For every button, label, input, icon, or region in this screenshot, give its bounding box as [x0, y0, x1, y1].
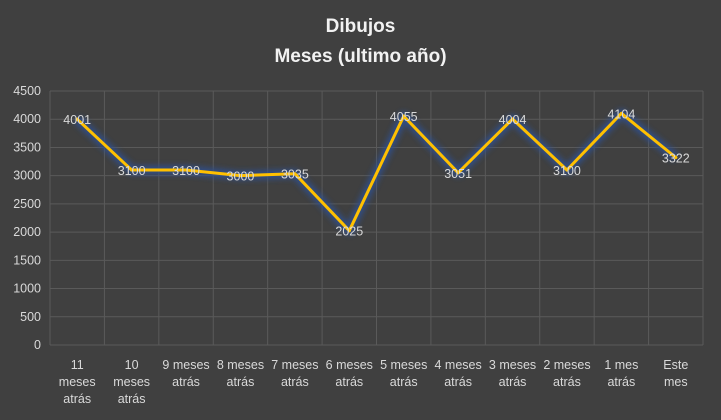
data-point: [238, 174, 242, 178]
x-axis: 11 meses atrás 10 meses atrás 9 meses atrás 8 me…: [59, 358, 689, 406]
x-tick-label: 5 meses atrás: [380, 358, 427, 389]
data-label: 3051: [444, 167, 472, 181]
data-point: [347, 229, 351, 233]
data-point: [130, 168, 134, 172]
x-tick-label: 11 meses atrás: [59, 358, 96, 406]
y-tick-label: 2500: [13, 197, 41, 211]
data-label: 3035: [281, 168, 309, 182]
y-tick-label: 3000: [13, 169, 41, 183]
data-point: [293, 172, 297, 176]
y-axis: 0 500 1000 1500 2000 2500 3000 3500 4000 4500: [13, 84, 41, 352]
data-label: 4001: [63, 113, 91, 127]
data-point: [456, 171, 460, 175]
x-tick-label: 6 meses atrás: [326, 358, 373, 389]
data-label: 2025: [335, 225, 363, 239]
y-tick-label: 0: [34, 338, 41, 352]
y-tick-label: 500: [20, 310, 41, 324]
data-point: [565, 168, 569, 172]
data-labels: 4001 3100 3100 3000 3035 2025 4055 3051 4004 3100…: [63, 107, 689, 238]
y-tick-label: 3500: [13, 140, 41, 154]
series-line: [74, 108, 679, 236]
data-label: 4004: [499, 113, 527, 127]
chart-subtitle: Meses (ultimo año): [274, 46, 447, 67]
x-tick-label: 4 meses atrás: [435, 358, 482, 389]
data-label: 3100: [553, 164, 581, 178]
y-tick-label: 4000: [13, 112, 41, 126]
data-label: 3322: [662, 151, 690, 165]
x-tick-label: 1 mes atrás: [604, 358, 638, 389]
chart-title: Dibujos: [325, 16, 396, 37]
data-label: 3100: [118, 164, 146, 178]
data-label: 4104: [607, 107, 635, 121]
x-tick-label: 7 meses atrás: [271, 358, 318, 389]
y-tick-label: 1500: [13, 253, 41, 267]
series-line-path: [75, 111, 678, 233]
data-label: 3100: [172, 164, 200, 178]
data-label: 3000: [227, 170, 255, 184]
y-tick-label: 2000: [13, 225, 41, 239]
data-point: [75, 117, 79, 121]
data-label: 4055: [390, 110, 418, 124]
data-point: [402, 114, 406, 118]
data-point: [674, 155, 678, 159]
x-tick-label: 9 meses atrás: [162, 358, 209, 389]
x-tick-label: Este mes: [663, 358, 688, 389]
x-tick-label: 10 meses atrás: [113, 358, 150, 406]
x-tick-label: 2 meses atrás: [543, 358, 590, 389]
x-tick-label: 8 meses atrás: [217, 358, 264, 389]
data-point: [511, 117, 515, 121]
y-tick-label: 1000: [13, 282, 41, 296]
data-point: [184, 168, 188, 172]
y-tick-label: 4500: [13, 84, 41, 98]
x-tick-label: 3 meses atrás: [489, 358, 536, 389]
data-point: [619, 111, 623, 115]
